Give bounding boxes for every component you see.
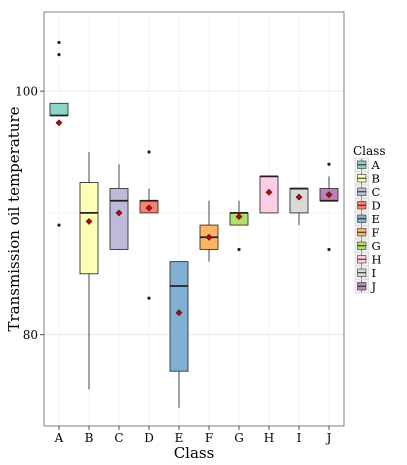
legend-label: I [372,266,377,280]
box-D [139,150,159,300]
legend-item-I: I [354,265,377,280]
x-tick-label: F [205,431,213,445]
legend-label: G [372,239,381,253]
y-tick-label: 100 [15,85,38,99]
x-tick-label: E [175,431,184,445]
x-tick-label: B [85,431,94,445]
legend-item-G: G [354,238,381,253]
x-tick-label: A [54,431,64,445]
legend-item-A: A [354,157,381,172]
y-axis: 80 100 [15,85,44,342]
mean-marker [295,193,303,201]
box-H [259,175,279,214]
outlier-point [147,150,151,154]
legend-label: C [372,185,381,199]
box-B [79,152,99,390]
mean-marker [145,204,153,212]
mean-marker [325,191,333,199]
y-tick-label: 80 [23,328,38,342]
legend-item-D: D [354,198,381,213]
legend-item-F: F [354,225,380,240]
boxes-layer [49,40,339,408]
legend-label: B [372,172,380,186]
box-body [49,102,69,116]
outlier-point [57,40,61,45]
outlier-point [327,247,331,252]
box-A [49,40,69,227]
legend-item-B: B [354,171,380,186]
box-body [169,261,189,372]
box-body [109,188,129,250]
x-axis-title: Class [174,444,215,462]
outlier-point [237,247,241,252]
box-I [289,187,309,226]
mean-marker [85,218,93,225]
box-G [229,200,249,252]
legend-label: F [372,226,380,240]
box-body [79,182,99,275]
legend-label: J [371,280,377,294]
x-tick-label: H [264,431,274,445]
legend-item-E: E [354,211,380,226]
plot-panel-border [43,11,345,427]
mean-marker [265,188,273,196]
x-tick-label: D [144,431,154,445]
box-J [319,162,339,252]
mean-marker [205,233,213,241]
box-E [169,261,189,408]
mean-marker [115,209,123,217]
x-axis: A B C D E F G H I J [54,426,332,445]
legend-label: A [371,158,381,172]
legend-label: E [372,212,380,226]
legend-label: H [372,253,382,267]
legend-title: Class [353,144,386,158]
mean-marker [55,119,63,127]
x-tick-label: J [325,431,332,445]
y-axis-title: Transmission oil temperature [5,106,23,331]
box-F [199,200,219,262]
legend-item-J: J [354,279,377,294]
x-tick-label: G [234,431,244,445]
legend-item-C: C [354,184,381,199]
outlier-point [57,53,61,57]
outlier-point [147,296,151,300]
legend-item-H: H [354,252,382,267]
x-tick-label: I [297,431,302,445]
legend-label: D [372,199,381,213]
outlier-point [57,223,61,227]
box-body [289,188,309,214]
x-tick-label: C [114,431,123,445]
mean-marker [175,309,183,317]
outlier-point [327,162,331,166]
mean-marker [235,213,243,220]
box-C [109,164,129,250]
